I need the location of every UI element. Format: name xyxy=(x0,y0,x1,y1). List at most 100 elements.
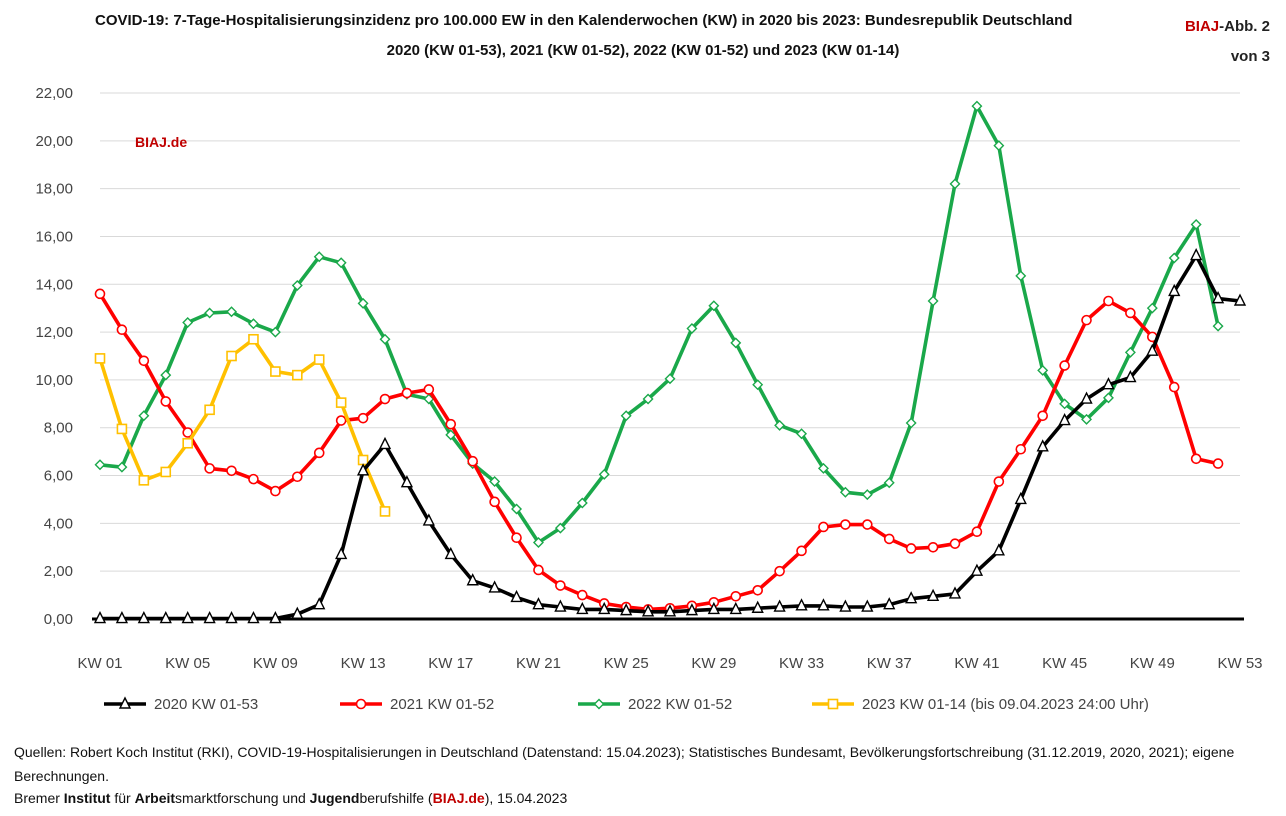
data-point-marker xyxy=(883,477,895,489)
data-point-marker xyxy=(817,598,830,611)
data-point-marker xyxy=(269,326,281,338)
data-point-marker xyxy=(927,295,939,307)
data-point-marker xyxy=(138,410,150,422)
data-point-marker xyxy=(270,485,281,497)
data-point-marker xyxy=(225,610,238,624)
legend-item: 2022 KW 01-52 xyxy=(578,696,732,713)
x-tick-label: KW 37 xyxy=(867,655,912,672)
data-point-marker xyxy=(642,393,654,405)
data-point-marker xyxy=(1081,413,1093,425)
data-point-marker xyxy=(94,459,106,471)
data-point-marker xyxy=(335,397,347,408)
data-point-marker xyxy=(356,463,370,476)
legend-label: 2021 KW 01-52 xyxy=(390,696,494,713)
data-point-marker xyxy=(948,586,962,599)
figure-number-brand: BIAJ xyxy=(1184,18,1220,35)
data-point-marker xyxy=(532,537,544,548)
legend-item: 2021 KW 01-52 xyxy=(340,696,494,713)
legend: 2020 KW 01-53 2021 KW 01-52 2022 KW 01-52 2… xyxy=(104,696,1149,713)
data-point-marker xyxy=(466,573,479,586)
data-point-marker xyxy=(905,417,917,429)
data-point-marker xyxy=(489,496,500,508)
data-point-marker xyxy=(1103,295,1114,307)
data-point-marker xyxy=(445,429,457,441)
data-point-marker xyxy=(1059,360,1070,371)
y-tick-label: 18,00 xyxy=(35,181,73,198)
data-point-marker xyxy=(118,696,132,709)
data-point-marker xyxy=(291,279,303,291)
y-tick-label: 2,00 xyxy=(44,563,73,580)
data-point-marker xyxy=(1059,398,1071,410)
publisher-note: Bremer Institut für Arbeitsmarktforschun… xyxy=(14,790,567,806)
data-point-marker xyxy=(204,307,216,319)
data-point-marker xyxy=(1168,252,1180,264)
data-point-marker xyxy=(511,532,522,544)
publisher-e: smarktforschung und xyxy=(175,790,310,806)
x-tick-label: KW 41 xyxy=(954,655,999,672)
data-point-marker xyxy=(511,503,523,515)
data-point-marker xyxy=(1014,491,1027,505)
data-point-marker xyxy=(862,519,873,530)
y-tick-label: 0,00 xyxy=(44,611,73,628)
data-point-marker xyxy=(795,598,808,611)
data-point-marker xyxy=(774,419,786,431)
series-2021 xyxy=(94,288,1224,615)
x-tick-label: KW 29 xyxy=(691,655,736,672)
y-tick-label: 14,00 xyxy=(35,276,73,293)
data-point-marker xyxy=(1081,314,1092,326)
data-point-marker xyxy=(160,466,172,478)
data-point-marker xyxy=(1058,412,1071,426)
data-point-marker xyxy=(1190,453,1202,465)
data-point-marker xyxy=(335,257,347,269)
data-point-marker xyxy=(883,597,896,610)
data-point-marker xyxy=(159,610,172,624)
data-point-marker xyxy=(620,603,633,616)
legend-label: 2023 KW 01-14 (bis 09.04.2023 24:00 Uhr) xyxy=(862,696,1149,713)
data-point-marker xyxy=(1146,343,1159,356)
data-point-marker xyxy=(992,543,1005,556)
publisher-brand: BIAJ.de xyxy=(432,790,485,806)
publisher-i: ), 15.04.2023 xyxy=(484,790,568,806)
data-point-marker xyxy=(554,522,566,534)
data-point-marker xyxy=(116,461,128,473)
data-point-marker xyxy=(93,610,107,624)
data-point-marker xyxy=(335,415,347,426)
data-point-marker xyxy=(533,564,544,576)
data-point-marker xyxy=(401,387,413,399)
x-tick-label: KW 21 xyxy=(516,655,561,672)
data-point-marker xyxy=(927,541,939,553)
data-point-marker xyxy=(357,297,369,309)
data-point-marker xyxy=(840,519,851,530)
data-point-marker xyxy=(270,366,281,377)
data-point-marker xyxy=(593,698,605,710)
data-point-marker xyxy=(1102,392,1114,404)
data-point-marker xyxy=(489,476,501,488)
data-point-marker xyxy=(949,538,961,549)
series-line xyxy=(99,104,1220,545)
y-tick-label: 8,00 xyxy=(44,420,73,437)
data-point-marker xyxy=(818,521,829,533)
x-tick-label: KW 13 xyxy=(341,655,386,672)
data-point-marker xyxy=(445,418,457,430)
data-point-marker xyxy=(357,454,369,466)
data-point-marker xyxy=(839,486,851,498)
data-point-marker xyxy=(949,178,961,190)
data-point-marker xyxy=(467,455,478,467)
data-point-marker xyxy=(116,324,128,336)
data-point-marker xyxy=(1037,410,1048,422)
data-point-marker xyxy=(248,473,259,485)
x-tick-label: KW 45 xyxy=(1042,655,1087,672)
y-tick-label: 6,00 xyxy=(44,468,73,485)
data-point-marker xyxy=(1190,248,1203,261)
data-point-marker xyxy=(1125,307,1136,319)
data-point-marker xyxy=(839,599,852,612)
data-point-marker xyxy=(752,585,763,596)
data-point-marker xyxy=(827,698,839,710)
data-point-marker xyxy=(182,427,193,438)
data-point-marker xyxy=(971,100,983,112)
source-note: Quellen: Robert Koch Institut (RKI), COV… xyxy=(14,744,1235,784)
x-tick-label: KW 17 xyxy=(428,655,473,672)
series-2020 xyxy=(93,248,1247,624)
x-tick-label: KW 25 xyxy=(604,655,649,672)
data-point-marker xyxy=(971,526,983,538)
